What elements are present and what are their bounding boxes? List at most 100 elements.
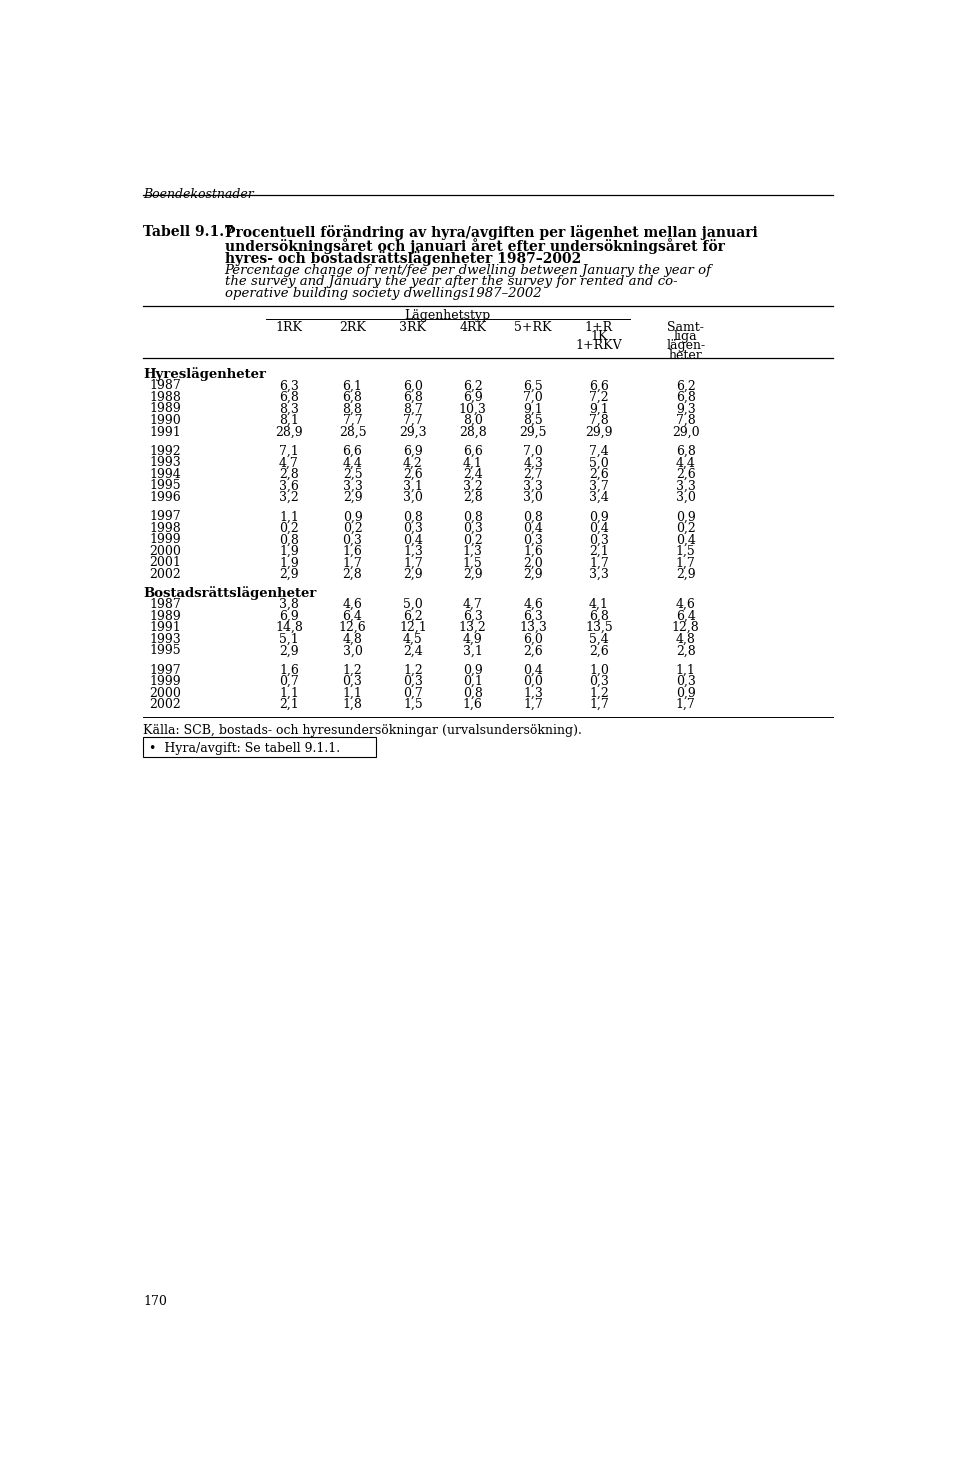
Text: 1,6: 1,6	[523, 545, 543, 559]
Text: 0,3: 0,3	[676, 675, 696, 688]
Text: •  Hyra/avgift: Se tabell 9.1.1.: • Hyra/avgift: Se tabell 9.1.1.	[150, 741, 341, 755]
Text: 2,9: 2,9	[343, 491, 362, 504]
Text: 1,3: 1,3	[523, 687, 543, 700]
Text: 0,1: 0,1	[463, 675, 483, 688]
Text: 2002: 2002	[150, 699, 181, 710]
Text: 13,2: 13,2	[459, 621, 487, 634]
Text: Tabell 9.1.7: Tabell 9.1.7	[143, 224, 234, 239]
Text: 2,8: 2,8	[463, 491, 483, 504]
Text: 3,2: 3,2	[463, 479, 483, 492]
Text: 3,4: 3,4	[589, 491, 609, 504]
Text: 5,0: 5,0	[403, 598, 422, 612]
Text: operative building society dwellings1987–2002: operative building society dwellings1987…	[225, 287, 541, 301]
Text: 2000: 2000	[150, 545, 181, 559]
Text: 7,7: 7,7	[343, 414, 362, 427]
Text: 7,7: 7,7	[403, 414, 422, 427]
Text: 0,4: 0,4	[676, 534, 696, 547]
Text: 0,7: 0,7	[279, 675, 299, 688]
Text: 2002: 2002	[150, 567, 181, 581]
Text: 7,8: 7,8	[589, 414, 609, 427]
Text: 1,1: 1,1	[676, 663, 696, 677]
Text: 1,6: 1,6	[463, 699, 483, 710]
Text: 1,6: 1,6	[279, 663, 299, 677]
Text: 0,4: 0,4	[403, 534, 423, 547]
Text: 28,9: 28,9	[276, 426, 302, 439]
Text: 4,1: 4,1	[463, 457, 483, 469]
Text: 1987: 1987	[150, 598, 181, 612]
Text: 3,2: 3,2	[279, 491, 299, 504]
Text: hyres- och bostadsrättslägenheter 1987–2002: hyres- och bostadsrättslägenheter 1987–2…	[225, 251, 581, 265]
Text: 6,8: 6,8	[676, 391, 696, 404]
Text: 1K: 1K	[590, 330, 608, 343]
Text: 0,2: 0,2	[279, 522, 299, 535]
Text: 29,3: 29,3	[399, 426, 427, 439]
Text: 12,1: 12,1	[399, 621, 427, 634]
Text: 1,9: 1,9	[279, 545, 299, 559]
Text: 0,3: 0,3	[523, 534, 543, 547]
Text: 4,6: 4,6	[523, 598, 543, 612]
Text: 6,9: 6,9	[279, 610, 299, 622]
Text: 1998: 1998	[150, 522, 181, 535]
Text: 6,0: 6,0	[403, 379, 423, 392]
Text: 4,9: 4,9	[463, 632, 483, 646]
Text: 2,5: 2,5	[343, 467, 362, 481]
Text: 6,3: 6,3	[279, 379, 299, 392]
Text: 3,0: 3,0	[523, 491, 543, 504]
Text: 29,5: 29,5	[519, 426, 547, 439]
Bar	[143, 737, 375, 758]
Text: Lägenhetstyp: Lägenhetstyp	[405, 310, 491, 323]
Text: 1992: 1992	[150, 445, 181, 458]
Text: 13,5: 13,5	[585, 621, 612, 634]
Text: 6,3: 6,3	[523, 610, 543, 622]
Text: 1,2: 1,2	[589, 687, 609, 700]
Text: 8,3: 8,3	[279, 402, 299, 416]
Text: 0,4: 0,4	[523, 522, 543, 535]
Text: 4,5: 4,5	[403, 632, 422, 646]
Text: 0,8: 0,8	[523, 510, 543, 523]
Text: 3,3: 3,3	[589, 567, 609, 581]
Text: 1,1: 1,1	[343, 687, 363, 700]
Text: 0,3: 0,3	[463, 522, 483, 535]
Text: Hyreslägenheter: Hyreslägenheter	[143, 367, 266, 380]
Text: 4,7: 4,7	[279, 457, 299, 469]
Text: 0,8: 0,8	[463, 510, 483, 523]
Text: Källa: SCB, bostads- och hyresundersökningar (urvalsundersökning).: Källa: SCB, bostads- och hyresundersökni…	[143, 724, 582, 737]
Text: 2,9: 2,9	[523, 567, 543, 581]
Text: 4,6: 4,6	[676, 598, 696, 612]
Text: 1,5: 1,5	[676, 545, 696, 559]
Text: liga: liga	[674, 330, 698, 343]
Text: 3,1: 3,1	[403, 479, 423, 492]
Text: 14,8: 14,8	[275, 621, 303, 634]
Text: 6,8: 6,8	[279, 391, 299, 404]
Text: 1994: 1994	[150, 467, 181, 481]
Text: Percentage change of rent/fee per dwelling between January the year of: Percentage change of rent/fee per dwelli…	[225, 264, 711, 277]
Text: 9,1: 9,1	[523, 402, 543, 416]
Text: 6,6: 6,6	[589, 379, 609, 392]
Text: 1995: 1995	[150, 479, 181, 492]
Text: 4,6: 4,6	[343, 598, 363, 612]
Text: 6,0: 6,0	[523, 632, 543, 646]
Text: 1,9: 1,9	[279, 557, 299, 569]
Text: 3,6: 3,6	[279, 479, 299, 492]
Text: 7,4: 7,4	[589, 445, 609, 458]
Text: 0,9: 0,9	[676, 510, 696, 523]
Text: 7,8: 7,8	[676, 414, 696, 427]
Text: 0,2: 0,2	[676, 522, 696, 535]
Text: 2,9: 2,9	[463, 567, 483, 581]
Text: the survey and January the year after the survey for rented and co-: the survey and January the year after th…	[225, 276, 677, 289]
Text: 2RK: 2RK	[339, 321, 366, 335]
Text: 1,0: 1,0	[589, 663, 609, 677]
Text: 2,0: 2,0	[523, 557, 543, 569]
Text: 2001: 2001	[150, 557, 181, 569]
Text: 1,7: 1,7	[589, 557, 609, 569]
Text: 3,0: 3,0	[676, 491, 696, 504]
Text: 6,4: 6,4	[343, 610, 363, 622]
Text: 0,3: 0,3	[589, 675, 609, 688]
Text: 1,3: 1,3	[463, 545, 483, 559]
Text: 1,7: 1,7	[523, 699, 543, 710]
Text: 2,9: 2,9	[676, 567, 696, 581]
Text: 1997: 1997	[150, 663, 181, 677]
Text: Boendekostnader: Boendekostnader	[143, 187, 254, 200]
Text: 28,5: 28,5	[339, 426, 367, 439]
Text: 1,7: 1,7	[676, 557, 696, 569]
